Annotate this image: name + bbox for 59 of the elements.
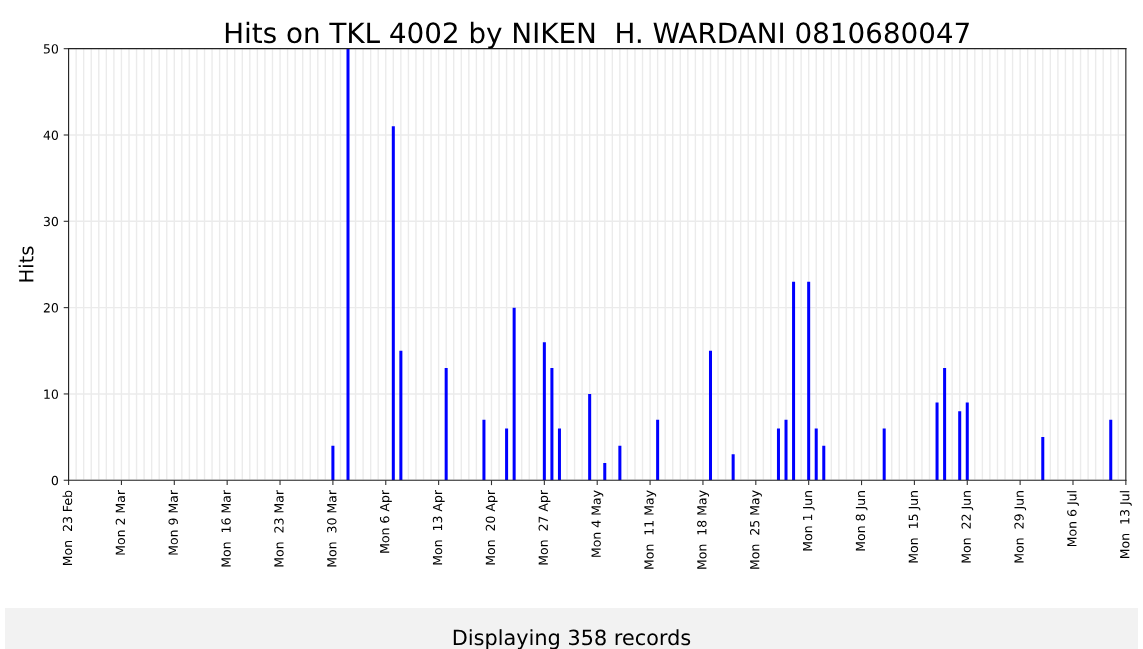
y-tick-label: 50 — [43, 44, 59, 54]
x-tick-label: Mon 15 Jun — [908, 491, 921, 563]
y-tick-label: 10 — [44, 389, 59, 399]
x-tick-label: Mon 1 Jun — [803, 491, 815, 551]
bar — [814, 428, 818, 481]
x-tick-label: Mon 9 Mar — [168, 489, 178, 555]
x-tick-label: Mon 23 Feb — [62, 490, 73, 566]
bar — [588, 393, 592, 481]
bar — [935, 402, 939, 481]
x-tick-label: Mon 30 Mar — [327, 489, 337, 567]
bar — [958, 411, 962, 481]
bar — [550, 368, 554, 481]
x-tick-label: Mon 13 Jul — [1119, 491, 1132, 559]
bar — [708, 350, 713, 481]
bar — [1041, 437, 1045, 481]
bar — [444, 368, 448, 481]
x-tick-label: Mon 18 May — [697, 490, 709, 569]
chart-title: Hits on TKL 4002 by NIKEN H. WARDANI 0810680047 — [225, 21, 969, 49]
x-tick-label: Mon 2 Mar — [115, 489, 126, 555]
bar — [482, 419, 486, 481]
y-tick-label: 0 — [51, 475, 59, 486]
x-tick-label: Mon 23 Mar — [274, 489, 284, 567]
y-tick-label: 20 — [43, 303, 59, 313]
bar — [557, 428, 561, 481]
bar — [391, 126, 395, 481]
bar — [603, 463, 607, 481]
x-tick-label: Mon 20 Apr — [485, 489, 498, 565]
bar — [731, 454, 735, 481]
bar — [618, 445, 622, 481]
x-tick-label: Mon 22 Jun — [961, 491, 974, 563]
bar — [882, 428, 886, 481]
x-tick-label: Mon 6 Jul — [1066, 491, 1079, 547]
text: Displaying 358 records — [453, 629, 691, 649]
x-tick-label: Mon 11 May — [644, 490, 657, 569]
bar — [965, 402, 969, 481]
bar — [656, 419, 660, 481]
bar — [505, 428, 509, 481]
x-tick-label: Mon 16 Mar — [221, 489, 231, 567]
bar — [776, 428, 780, 481]
x-tick-label: Mon 6 Apr — [379, 489, 392, 553]
bar — [807, 281, 811, 481]
x-tick-label: Mon 4 May — [591, 490, 604, 557]
bar — [822, 445, 826, 481]
y-tick-label: 40 — [43, 130, 59, 140]
y-tick-label: 30 — [43, 216, 59, 227]
bar — [1109, 419, 1113, 481]
bar — [792, 281, 796, 481]
bar — [943, 368, 947, 481]
bar — [542, 342, 546, 481]
x-tick-label: Mon 25 May — [749, 490, 762, 569]
x-tick-label: Mon 13 Apr — [432, 489, 445, 565]
bar — [399, 350, 403, 481]
x-tick-label: Mon 29 Jun — [1014, 491, 1027, 563]
bar — [512, 307, 516, 481]
y-axis-title: Hits — [18, 246, 34, 282]
x-tick-label: Mon 8 Jun — [855, 491, 868, 551]
bar — [331, 445, 335, 481]
bar — [784, 419, 788, 481]
x-tick-label: Mon 27 Apr — [538, 489, 551, 565]
